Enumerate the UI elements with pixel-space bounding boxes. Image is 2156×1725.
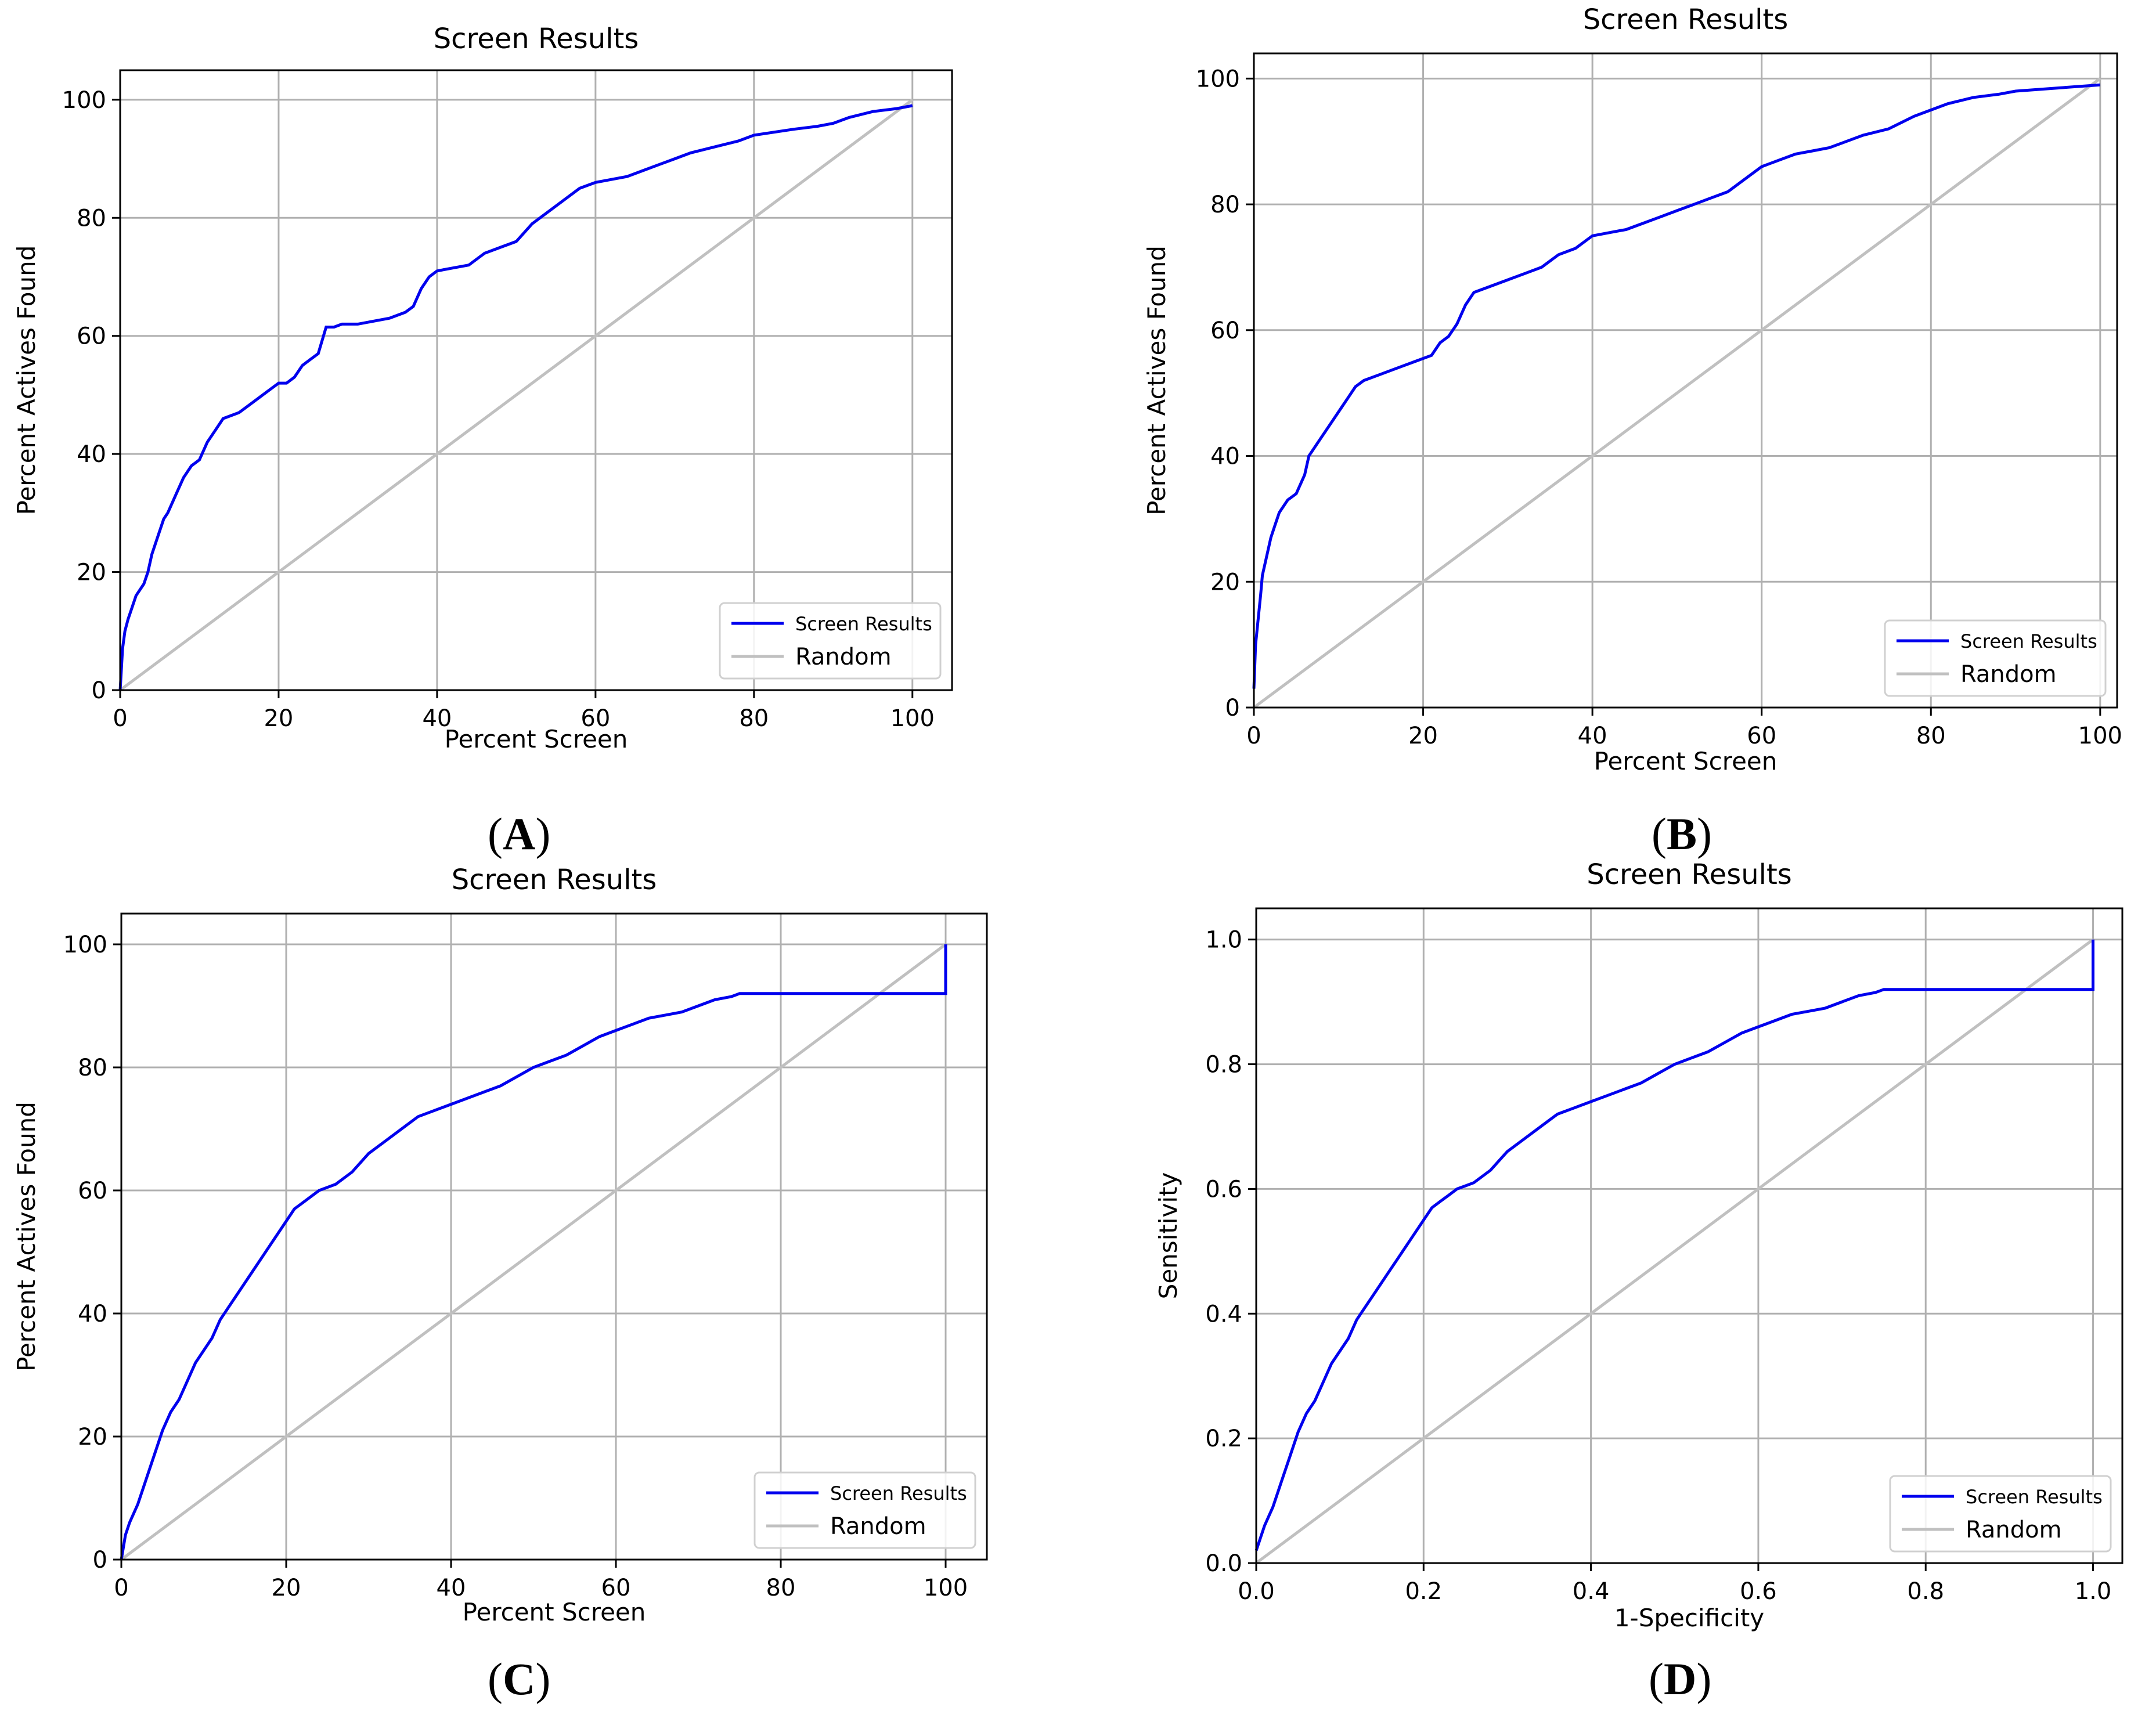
y-tick-label: 60 xyxy=(1210,317,1240,344)
legend-label-screen-results: Screen Results xyxy=(795,613,932,635)
y-tick-label: 80 xyxy=(1210,192,1240,218)
x-tick-label: 100 xyxy=(890,705,935,732)
x-axis-label: Percent Screen xyxy=(445,725,628,753)
chart-title: Screen Results xyxy=(1587,858,1792,891)
y-tick-label: 80 xyxy=(77,205,106,232)
legend: Screen Results Random xyxy=(719,602,942,680)
y-tick-label: 40 xyxy=(78,1301,107,1327)
x-tick-label: 60 xyxy=(581,705,610,732)
series-random-line xyxy=(1255,938,2094,1565)
legend: Screen Results Random xyxy=(1889,1475,2112,1553)
x-axis-label: 1-Specificity xyxy=(1614,1604,1764,1632)
legend-label-screen-results: Screen Results xyxy=(1960,630,2097,652)
y-axis-label: Percent Actives Found xyxy=(12,246,41,515)
y-tick-label: 0 xyxy=(93,1547,107,1574)
legend: Screen Results Random xyxy=(1884,619,2107,697)
x-tick-label: 100 xyxy=(924,1575,968,1601)
chart-panel-d: 0.0 0.2 0.4 0.6 0.8 1.0 0.0 0.2 0.4 0.6 0.8 1.0 Scre… xyxy=(1154,858,2123,1632)
x-tick-label: 0 xyxy=(114,1575,128,1601)
y-tick-label: 0.8 xyxy=(1205,1052,1242,1078)
x-tick-label: 0 xyxy=(1246,723,1261,749)
y-tick-label: 60 xyxy=(78,1178,107,1204)
chart-panel-b: 0 20 40 60 80 100 0 20 40 60 80 100 Screen Results Pe… xyxy=(1142,3,2122,775)
plot-frame xyxy=(1253,52,2118,709)
panel-label-a: (A) xyxy=(488,809,551,859)
y-tick-label: 0 xyxy=(1225,695,1240,721)
x-tick-label: 80 xyxy=(766,1575,796,1601)
y-tick-label: 0.4 xyxy=(1205,1301,1242,1327)
series-screen-results-line xyxy=(118,104,913,691)
legend-label-random: Random xyxy=(1960,661,2057,688)
y-tick-label: 20 xyxy=(78,1424,107,1450)
x-tick-label: 0.8 xyxy=(1907,1578,1944,1605)
x-tick-label: 100 xyxy=(2078,723,2122,749)
legend-label-screen-results: Screen Results xyxy=(1966,1486,2103,1508)
x-tick-label: 1.0 xyxy=(2075,1578,2112,1605)
series-screen-results-line xyxy=(120,944,947,1560)
x-tick-label: 0.6 xyxy=(1740,1578,1777,1605)
chart-title: Screen Results xyxy=(452,864,657,896)
y-tick-label: 80 xyxy=(78,1055,107,1081)
y-tick-label: 0 xyxy=(92,677,106,704)
legend-label-random: Random xyxy=(1966,1517,2062,1543)
x-tick-label: 40 xyxy=(1578,723,1607,749)
series-screen-results-line xyxy=(1252,83,2100,689)
chart-title: Screen Results xyxy=(1583,3,1789,36)
legend-label-screen-results: Screen Results xyxy=(830,1482,967,1504)
x-tick-label: 60 xyxy=(1747,723,1776,749)
x-tick-label: 20 xyxy=(264,705,293,732)
legend-label-random: Random xyxy=(795,644,892,670)
plot-frame xyxy=(1255,907,2123,1564)
y-tick-label: 0.6 xyxy=(1205,1176,1242,1203)
panel-label-b: (B) xyxy=(1652,809,1712,859)
y-tick-label: 100 xyxy=(62,87,106,114)
x-tick-label: 0.4 xyxy=(1573,1578,1610,1605)
x-tick-label: 40 xyxy=(422,705,452,732)
y-tick-label: 40 xyxy=(1210,443,1240,470)
x-tick-label: 20 xyxy=(1408,723,1438,749)
y-tick-label: 40 xyxy=(77,441,106,468)
x-tick-label: 60 xyxy=(601,1575,631,1601)
x-tick-label: 0.0 xyxy=(1238,1578,1275,1605)
x-axis-label: Percent Screen xyxy=(1594,747,1778,775)
x-tick-label: 0.2 xyxy=(1405,1578,1442,1605)
y-axis-label: Percent Actives Found xyxy=(1142,246,1171,515)
x-axis-label: Percent Screen xyxy=(463,1598,646,1626)
plot-frame xyxy=(120,912,988,1561)
x-tick-label: 80 xyxy=(1916,723,1946,749)
y-tick-label: 0.0 xyxy=(1205,1550,1242,1577)
x-tick-label: 40 xyxy=(437,1575,466,1601)
y-axis-label: Sensitivity xyxy=(1154,1172,1182,1300)
y-tick-label: 0.2 xyxy=(1205,1426,1242,1452)
y-tick-label: 100 xyxy=(63,932,107,958)
series-random-line xyxy=(119,98,914,692)
panel-label-d: (D) xyxy=(1649,1654,1712,1704)
panel-label-c: (C) xyxy=(488,1654,551,1704)
legend: Screen Results Random xyxy=(753,1471,976,1549)
legend-label-random: Random xyxy=(830,1513,926,1540)
series-random-line xyxy=(120,943,947,1561)
plot-frame xyxy=(119,69,953,691)
chart-title: Screen Results xyxy=(434,23,639,55)
y-tick-label: 1.0 xyxy=(1205,927,1242,954)
x-tick-label: 20 xyxy=(272,1575,301,1601)
series-screen-results-line xyxy=(1254,939,2094,1551)
y-tick-label: 100 xyxy=(1196,66,1240,92)
chart-panel-a: 0 20 40 60 80 100 0 20 40 60 80 100 Screen Results Pe… xyxy=(12,23,953,753)
chart-panel-c: 0 20 40 60 80 100 0 20 40 60 80 100 Screen Results Pe… xyxy=(12,864,988,1626)
x-tick-label: 80 xyxy=(739,705,769,732)
x-tick-label: 0 xyxy=(113,705,127,732)
y-tick-label: 20 xyxy=(1210,569,1240,596)
y-axis-label: Percent Actives Found xyxy=(12,1102,41,1372)
y-tick-label: 60 xyxy=(77,323,106,350)
series-random-line xyxy=(1253,77,2101,709)
y-tick-label: 20 xyxy=(77,560,106,586)
